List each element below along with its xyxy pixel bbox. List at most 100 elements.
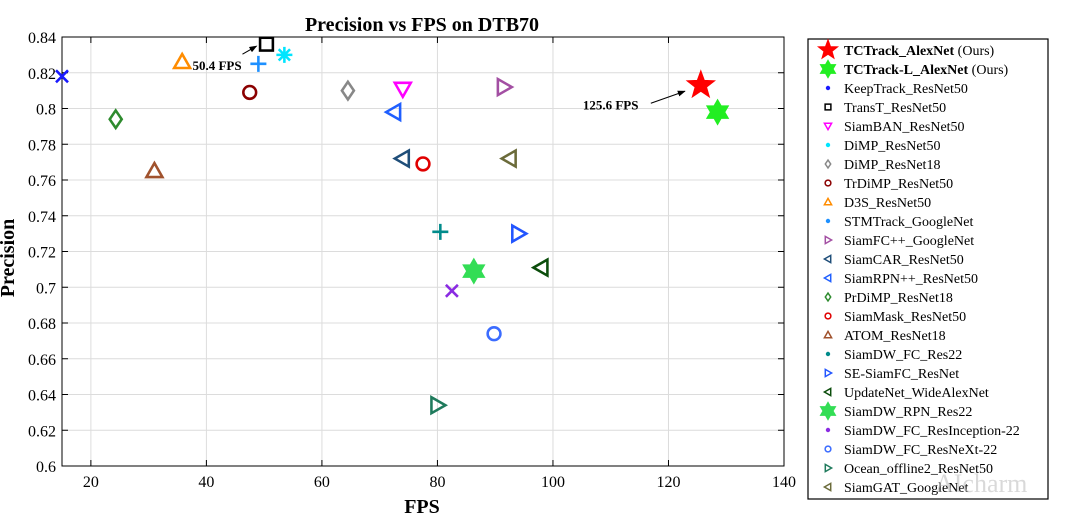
data-point-trdimp-resnet50 — [242, 84, 258, 101]
legend-entry-siamdw-rpn-res22: SiamDW_RPN_Res22 — [819, 401, 972, 421]
triangle-down-marker — [392, 81, 413, 100]
axes: 20 40 60 80 100 120 140 0.6 0.62 0.64 0.66 0.68 0.7 0… — [28, 30, 796, 491]
legend-marker-dot — [825, 142, 831, 148]
circle-marker — [824, 179, 832, 187]
legend-label: KeepTrack_ResNet50 — [844, 82, 968, 97]
x-tick-label: 120 — [656, 474, 680, 491]
legend-marker — [824, 312, 832, 320]
triangle-right-marker — [824, 235, 834, 245]
legend-label: SiamFC++_GoogleNet — [844, 234, 974, 249]
data-point-siammask-resnet50 — [415, 156, 431, 172]
legend-label: SiamBAN_ResNet50 — [844, 120, 965, 135]
legend-marker — [824, 368, 834, 378]
legend-label: DiMP_ResNet50 — [844, 139, 940, 154]
annotation-arrow-tctrack — [650, 90, 686, 104]
legend-entry-prdimp-resnet18: PrDiMP_ResNet18 — [824, 291, 953, 306]
legend-entry-keeptrack-resnet50: KeepTrack_ResNet50 — [825, 82, 968, 97]
y-tick-label: 0.68 — [28, 316, 56, 333]
y-tick-label: 0.7 — [36, 280, 56, 297]
triangle-up-marker — [144, 160, 165, 179]
annotation-label-tctrack: 125.6 FPS — [583, 97, 639, 112]
hexagram-marker — [819, 401, 837, 421]
triangle-left-marker — [822, 482, 832, 492]
data-point-siamcar-resnet50 — [392, 148, 411, 169]
watermark-text: AIcharm — [935, 469, 1027, 498]
plot-frame — [61, 36, 785, 467]
legend-entry-tctrack-l-alexnet: TCTrack-L_AlexNet (Ours) — [819, 59, 1009, 79]
triangle-right-marker — [824, 368, 834, 378]
diamond-marker — [824, 291, 832, 303]
legend-entry-trdimp-resnet50: TrDiMP_ResNet50 — [824, 177, 953, 192]
y-tick-label: 0.78 — [28, 137, 56, 154]
legend-marker-dot — [825, 351, 831, 357]
legend-label: Ocean_offline2_ResNet50 — [844, 462, 993, 477]
data-point-siamdw-fc-res22 — [432, 223, 449, 240]
legend-marker — [824, 291, 832, 303]
plus-marker — [432, 223, 449, 240]
data-point-atom-resnet18 — [144, 160, 165, 179]
y-tick-label: 0.74 — [28, 209, 56, 226]
legend-marker — [822, 254, 832, 264]
legend-label-suffix: (Ours) — [968, 63, 1008, 78]
diamond-marker — [824, 158, 832, 170]
legend-label: TCTrack_AlexNet (Ours) — [844, 44, 995, 59]
asterisk-marker — [276, 46, 293, 63]
legend-marker — [824, 235, 834, 245]
legend-entry-d3s-resnet50: D3S_ResNet50 — [823, 196, 931, 211]
data-point-se-siamfc-resnet — [511, 223, 529, 244]
triangle-up-marker — [171, 51, 193, 70]
x-tick-label: 140 — [772, 474, 796, 491]
triangle-right-marker — [430, 395, 449, 416]
legend-entry-siammask-resnet50: SiamMask_ResNet50 — [824, 310, 966, 325]
triangle-left-marker — [530, 257, 549, 278]
square-marker — [824, 103, 832, 111]
x-marker — [55, 69, 69, 84]
x-tick-label: 80 — [429, 474, 445, 491]
y-tick-label: 0.8 — [36, 102, 56, 119]
data-point-siamgat-googlenet — [499, 148, 517, 169]
legend-label: PrDiMP_ResNet18 — [844, 291, 953, 306]
x-tick-label: 20 — [83, 474, 99, 491]
triangle-right-marker — [824, 463, 834, 473]
legend-entry-dimp-resnet18: DiMP_ResNet18 — [824, 158, 940, 173]
legend-entry-siamrpn-resnet50: SiamRPN++_ResNet50 — [822, 272, 978, 287]
legend-marker — [822, 387, 832, 397]
annotations: 50.4 FPS 125.6 FPS — [192, 45, 686, 112]
legend-label: STMTrack_GoogleNet — [844, 215, 973, 230]
legend-entry-dimp-resnet50: DiMP_ResNet50 — [825, 139, 940, 154]
legend-label: TCTrack-L_AlexNet (Ours) — [844, 63, 1009, 78]
triangle-left-marker — [822, 254, 832, 264]
x-marker — [444, 283, 459, 298]
legend-box — [807, 38, 1049, 500]
legend-label: UpdateNet_WideAlexNet — [844, 386, 989, 401]
legend-label: SiamGAT_GoogleNet — [844, 481, 969, 496]
data-point-siamdw-fc-resinception-22 — [444, 283, 459, 298]
triangle-right-marker — [511, 223, 529, 244]
legend-label: SiamDW_FC_ResInception-22 — [844, 424, 1020, 439]
x-tick-label: 100 — [541, 474, 565, 491]
legend-label: SE-SiamFC_ResNet — [844, 367, 959, 382]
data-point-prdimp-resnet18 — [108, 108, 124, 131]
circle-marker — [415, 156, 431, 172]
data-point-siamdw-rpn-res22 — [462, 257, 486, 285]
triangle-left-marker — [822, 273, 832, 283]
data-point-siamban-resnet50 — [392, 81, 413, 100]
hexagram-marker — [705, 98, 730, 126]
legend-marker — [823, 196, 833, 206]
data-point-dimp-resnet50 — [276, 46, 293, 63]
triangle-up-marker — [823, 329, 833, 339]
legend-label: SiamRPN++_ResNet50 — [844, 272, 978, 287]
x-tick-label: 40 — [198, 474, 214, 491]
legend-marker-dot — [825, 85, 831, 91]
legend-label: SiamDW_FC_ResNeXt-22 — [844, 443, 997, 458]
circle-marker — [824, 445, 832, 453]
data-point-siamrpn-resnet50 — [383, 101, 402, 123]
plus-marker — [250, 55, 267, 72]
circle-marker — [242, 84, 258, 101]
y-tick-label: 0.62 — [28, 423, 56, 440]
legend-label-suffix: (Ours) — [954, 44, 994, 59]
data-point-dimp-resnet18 — [340, 79, 356, 102]
triangle-left-marker — [392, 148, 411, 169]
data-point-updatenet-widealexnet — [530, 257, 549, 278]
